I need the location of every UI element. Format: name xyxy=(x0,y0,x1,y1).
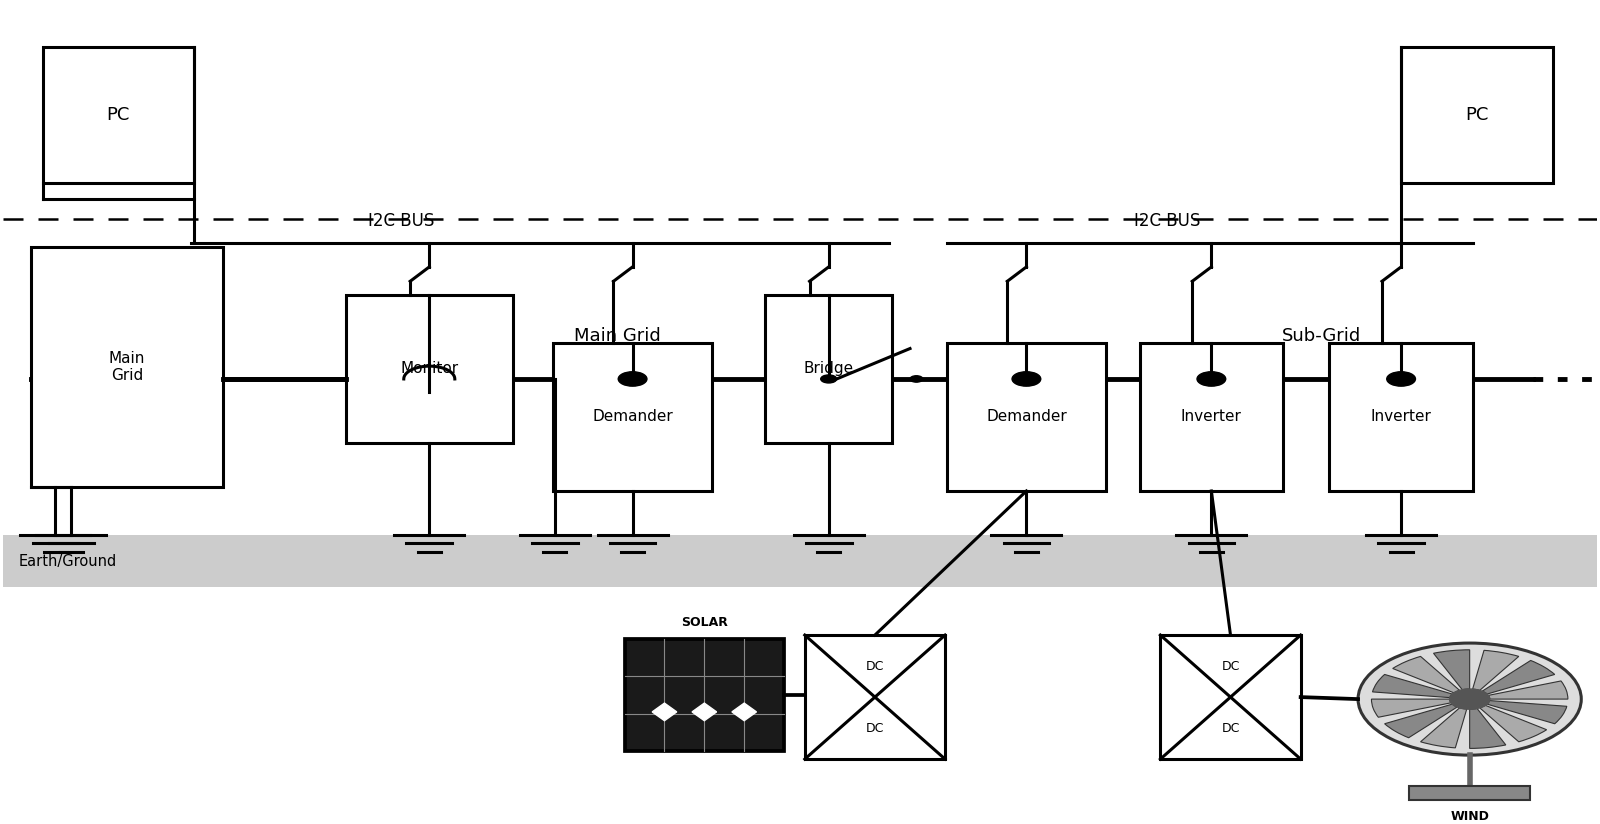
Wedge shape xyxy=(1482,661,1555,694)
Bar xyxy=(1139,343,1283,491)
Bar xyxy=(1402,47,1552,183)
Bar xyxy=(3,535,1597,587)
Bar xyxy=(346,295,514,443)
Text: Bridge: Bridge xyxy=(803,362,854,377)
Bar xyxy=(1330,343,1474,491)
Bar xyxy=(1410,785,1530,800)
Text: SOLAR: SOLAR xyxy=(682,616,728,629)
Wedge shape xyxy=(1392,657,1459,693)
Wedge shape xyxy=(1371,699,1451,717)
Wedge shape xyxy=(1472,650,1518,691)
Text: Monitor: Monitor xyxy=(400,362,458,377)
Wedge shape xyxy=(1488,681,1568,699)
Bar xyxy=(805,635,946,759)
Circle shape xyxy=(910,376,923,382)
Text: DC: DC xyxy=(866,722,885,735)
Polygon shape xyxy=(731,703,757,721)
Circle shape xyxy=(618,372,646,386)
Polygon shape xyxy=(653,703,677,721)
Text: Sub-Grid: Sub-Grid xyxy=(1282,327,1360,345)
Text: DC: DC xyxy=(1221,722,1240,735)
Text: PC: PC xyxy=(1466,105,1488,124)
Polygon shape xyxy=(693,703,717,721)
Text: Demander: Demander xyxy=(592,410,674,424)
Circle shape xyxy=(821,375,837,383)
Wedge shape xyxy=(1421,708,1467,748)
Text: PC: PC xyxy=(107,105,130,124)
Text: Earth/Ground: Earth/Ground xyxy=(19,554,117,569)
Wedge shape xyxy=(1480,705,1547,742)
Bar xyxy=(32,247,222,487)
Bar xyxy=(947,343,1106,491)
Text: Main Grid: Main Grid xyxy=(573,327,661,345)
Circle shape xyxy=(1013,372,1040,386)
Wedge shape xyxy=(1384,705,1458,737)
Text: Inverter: Inverter xyxy=(1371,410,1432,424)
Text: Demander: Demander xyxy=(986,410,1067,424)
Text: WIND: WIND xyxy=(1450,809,1490,822)
Text: I2C BUS: I2C BUS xyxy=(368,212,435,230)
Circle shape xyxy=(1197,372,1226,386)
Bar xyxy=(765,295,893,443)
Text: Inverter: Inverter xyxy=(1181,410,1242,424)
Bar xyxy=(1160,635,1301,759)
Text: Main
Grid: Main Grid xyxy=(109,351,146,383)
Circle shape xyxy=(1450,689,1490,709)
Bar xyxy=(624,639,784,751)
Text: DC: DC xyxy=(866,659,885,672)
Circle shape xyxy=(1387,372,1416,386)
Wedge shape xyxy=(1373,675,1453,698)
Wedge shape xyxy=(1434,650,1470,690)
Text: DC: DC xyxy=(1221,659,1240,672)
Bar xyxy=(43,47,194,183)
Wedge shape xyxy=(1486,700,1566,723)
Bar xyxy=(554,343,712,491)
Wedge shape xyxy=(1470,709,1506,748)
Circle shape xyxy=(1358,643,1581,755)
Text: I2C BUS: I2C BUS xyxy=(1133,212,1200,230)
